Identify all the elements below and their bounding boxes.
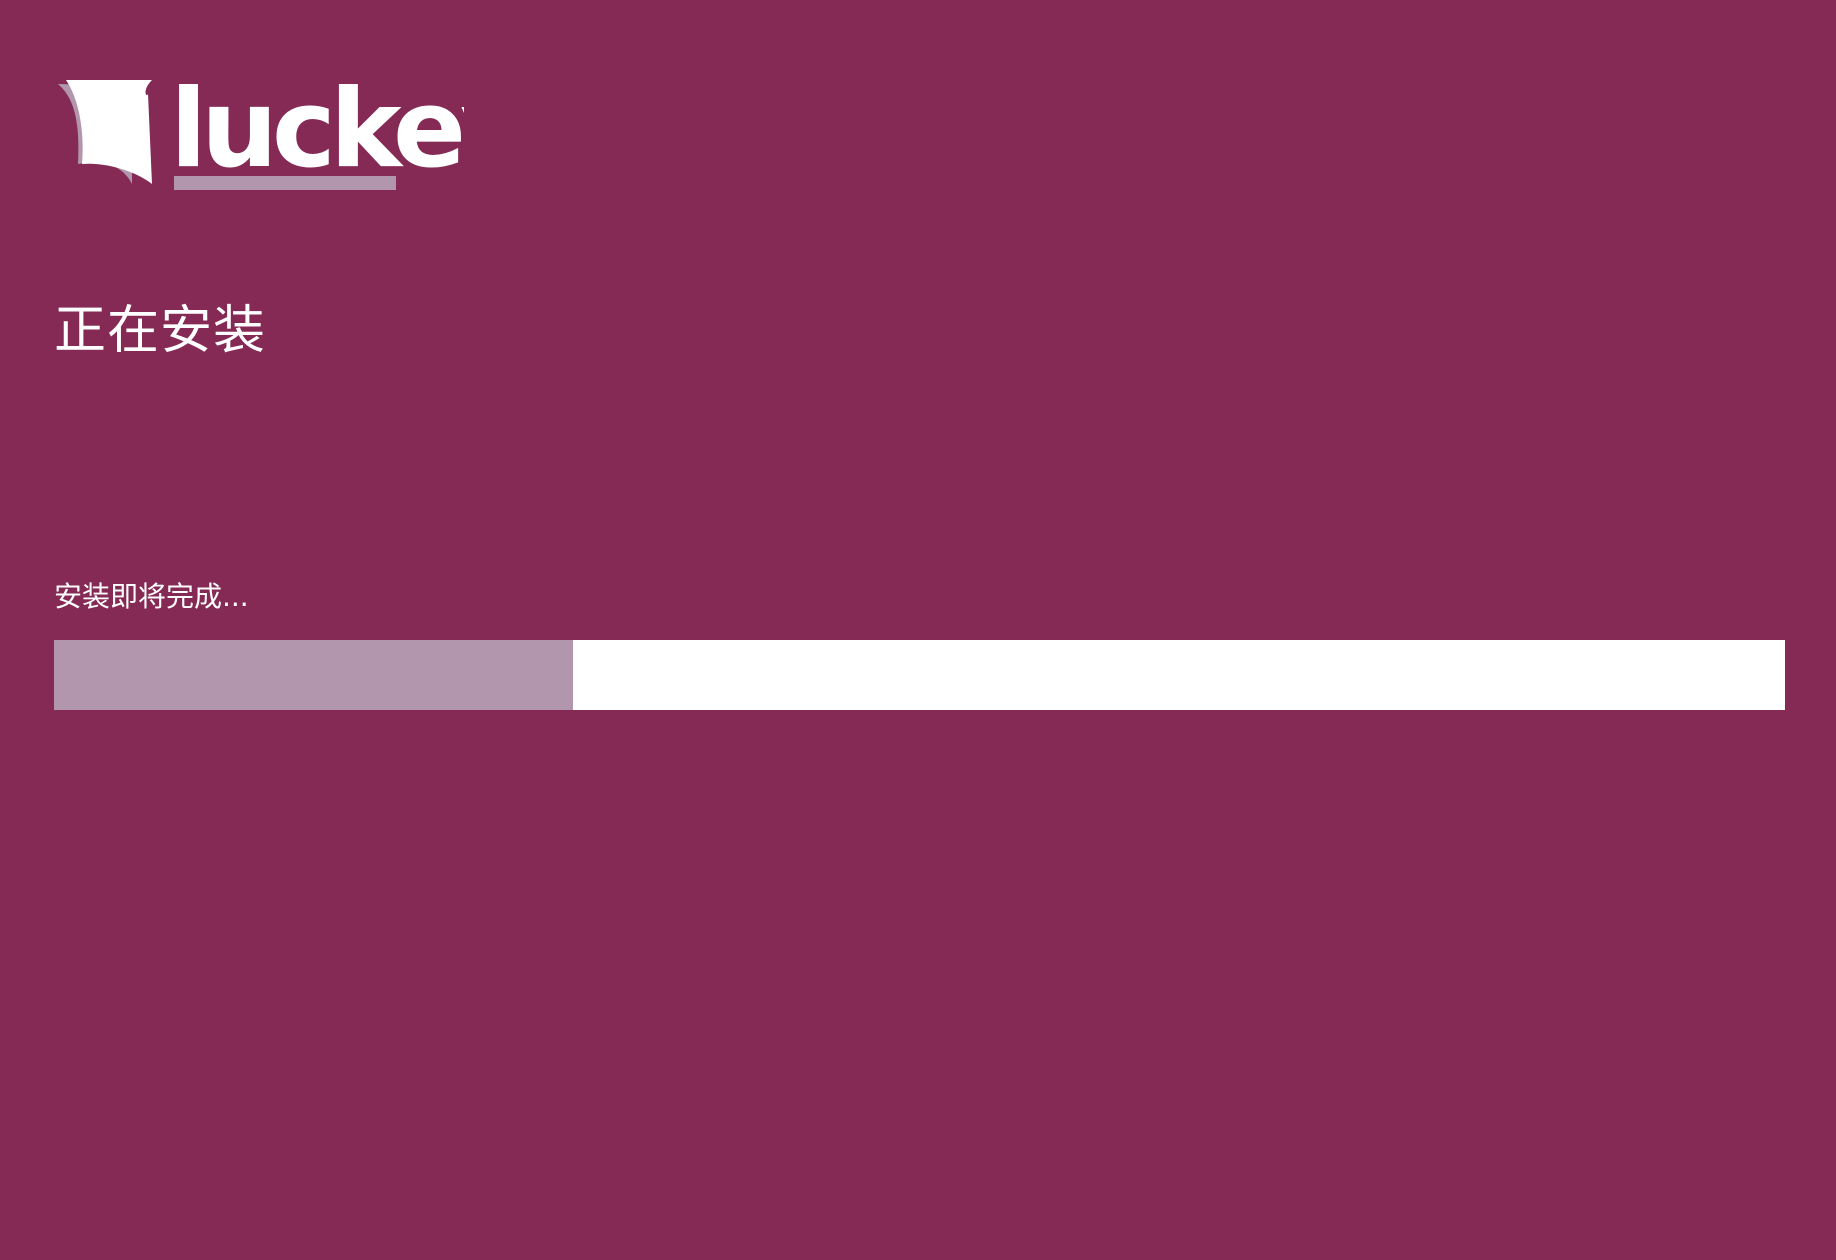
page-title: 正在安装 xyxy=(54,301,267,361)
luckey-logo-icon: luckey xyxy=(58,80,464,192)
logo-wordmark: luckey xyxy=(170,80,464,192)
progress-bar-fill xyxy=(54,640,574,710)
luckey-logo: luckey xyxy=(54,80,464,192)
install-progress-bar xyxy=(54,640,1785,710)
status-text: 安装即将完成... xyxy=(54,580,249,613)
